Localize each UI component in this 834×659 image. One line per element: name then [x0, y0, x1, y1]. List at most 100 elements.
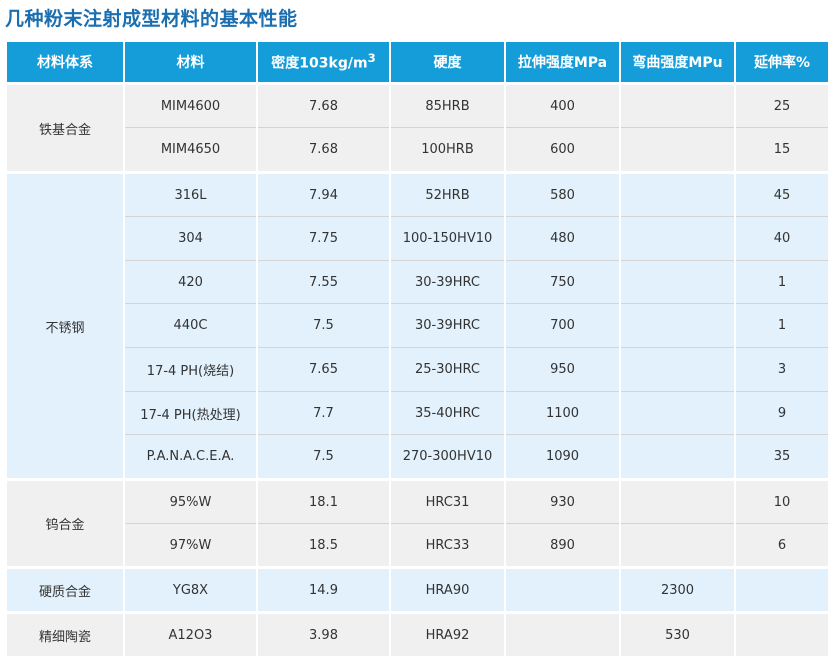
- elongation-cell: 1: [736, 304, 828, 348]
- header-tensile: 拉伸强度MPa: [506, 42, 619, 85]
- elongation-cell: 1: [736, 261, 828, 304]
- table-row: 420 7.55 30-39HRC 750 1: [7, 261, 828, 304]
- material-cell: 420: [125, 261, 256, 304]
- material-cell: 17-4 PH(热处理): [125, 392, 256, 435]
- tensile-cell: 400: [506, 85, 619, 128]
- group-name-cell: 不锈钢: [7, 174, 123, 481]
- bending-cell: 2300: [621, 569, 734, 614]
- header-density-sup: 3: [367, 51, 376, 66]
- material-cell: P.A.N.A.C.E.A.: [125, 435, 256, 481]
- table-row: 17-4 PH(烧结) 7.65 25-30HRC 950 3: [7, 348, 828, 392]
- elongation-cell: 10: [736, 481, 828, 524]
- bending-cell: [621, 304, 734, 348]
- table-row: P.A.N.A.C.E.A. 7.5 270-300HV10 1090 35: [7, 435, 828, 481]
- tensile-cell: 1100: [506, 392, 619, 435]
- density-cell: 7.7: [258, 392, 389, 435]
- material-cell: 316L: [125, 174, 256, 217]
- group-name-cell: 精细陶瓷: [7, 614, 123, 659]
- table-row: 钨合金 95%W 18.1 HRC31 930 10: [7, 481, 828, 569]
- tensile-cell: [506, 614, 619, 659]
- elongation-cell: 45: [736, 174, 828, 217]
- group-name-cell: 钨合金: [7, 481, 123, 569]
- material-cell: 97%W: [125, 524, 256, 569]
- bending-cell: [621, 481, 734, 524]
- elongation-cell: [736, 569, 828, 614]
- header-system: 材料体系: [7, 42, 123, 85]
- density-cell: 3.98: [258, 614, 389, 659]
- hardness-cell: HRC31: [391, 481, 504, 524]
- density-cell: 7.94: [258, 174, 389, 217]
- material-cell: 304: [125, 217, 256, 261]
- density-cell: 18.5: [258, 524, 389, 569]
- tensile-cell: 890: [506, 524, 619, 569]
- material-cell: MIM4600: [125, 85, 256, 128]
- hardness-cell: HRA92: [391, 614, 504, 659]
- table-row: 不锈钢 316L 7.94 52HRB 580 45: [7, 174, 828, 481]
- hardness-cell: HRA90: [391, 569, 504, 614]
- material-cell: 95%W: [125, 481, 256, 524]
- table-row: 440C 7.5 30-39HRC 700 1: [7, 304, 828, 348]
- header-material: 材料: [125, 42, 256, 85]
- elongation-cell: 15: [736, 128, 828, 174]
- bending-cell: [621, 435, 734, 481]
- table-row: MIM4650 7.68 100HRB 600 15: [7, 128, 828, 174]
- bending-cell: [621, 217, 734, 261]
- hardness-cell: 100HRB: [391, 128, 504, 174]
- elongation-cell: 6: [736, 524, 828, 569]
- bending-cell: [621, 261, 734, 304]
- header-hardness: 硬度: [391, 42, 504, 85]
- material-cell: A12O3: [125, 614, 256, 659]
- hardness-cell: HRC33: [391, 524, 504, 569]
- header-elongation: 延伸率%: [736, 42, 828, 85]
- materials-table: 材料体系 材料 密度103kg/m3 硬度 拉伸强度MPa 弯曲强度MPu 延伸…: [5, 42, 830, 659]
- density-cell: 7.5: [258, 435, 389, 481]
- hardness-cell: 270-300HV10: [391, 435, 504, 481]
- bending-cell: [621, 85, 734, 128]
- table-row: 硬质合金 YG8X 14.9 HRA90 2300: [7, 569, 828, 614]
- table-row: 304 7.75 100-150HV10 480 40: [7, 217, 828, 261]
- bending-cell: [621, 348, 734, 392]
- density-cell: 7.68: [258, 85, 389, 128]
- tensile-cell: 1090: [506, 435, 619, 481]
- header-bending: 弯曲强度MPu: [621, 42, 734, 85]
- table-row: 17-4 PH(热处理) 7.7 35-40HRC 1100 9: [7, 392, 828, 435]
- elongation-cell: 9: [736, 392, 828, 435]
- hardness-cell: 100-150HV10: [391, 217, 504, 261]
- density-cell: 7.68: [258, 128, 389, 174]
- tensile-cell: 700: [506, 304, 619, 348]
- tensile-cell: 930: [506, 481, 619, 524]
- group-name-cell: 铁基合金: [7, 85, 123, 174]
- density-cell: 14.9: [258, 569, 389, 614]
- elongation-cell: 35: [736, 435, 828, 481]
- bending-cell: 530: [621, 614, 734, 659]
- density-cell: 7.65: [258, 348, 389, 392]
- header-density-label: 密度103kg/m: [271, 55, 368, 72]
- table-row: 精细陶瓷 A12O3 3.98 HRA92 530: [7, 614, 828, 659]
- table-body: 铁基合金 MIM4600 7.68 85HRB 400 25 MIM4650 7.68 100H…: [7, 85, 828, 659]
- tensile-cell: 580: [506, 174, 619, 217]
- tensile-cell: [506, 569, 619, 614]
- tensile-cell: 600: [506, 128, 619, 174]
- density-cell: 7.55: [258, 261, 389, 304]
- hardness-cell: 30-39HRC: [391, 304, 504, 348]
- material-cell: 440C: [125, 304, 256, 348]
- tensile-cell: 950: [506, 348, 619, 392]
- material-cell: YG8X: [125, 569, 256, 614]
- elongation-cell: 40: [736, 217, 828, 261]
- density-cell: 18.1: [258, 481, 389, 524]
- bending-cell: [621, 392, 734, 435]
- table-row: 铁基合金 MIM4600 7.68 85HRB 400 25: [7, 85, 828, 174]
- bending-cell: [621, 174, 734, 217]
- hardness-cell: 25-30HRC: [391, 348, 504, 392]
- elongation-cell: 3: [736, 348, 828, 392]
- header-row: 材料体系 材料 密度103kg/m3 硬度 拉伸强度MPa 弯曲强度MPu 延伸…: [7, 42, 828, 85]
- header-density: 密度103kg/m3: [258, 42, 389, 85]
- elongation-cell: 25: [736, 85, 828, 128]
- hardness-cell: 35-40HRC: [391, 392, 504, 435]
- table-title: 几种粉末注射成型材料的基本性能: [5, 8, 298, 30]
- elongation-cell: [736, 614, 828, 659]
- hardness-cell: 30-39HRC: [391, 261, 504, 304]
- hardness-cell: 85HRB: [391, 85, 504, 128]
- bending-cell: [621, 524, 734, 569]
- group-name-cell: 硬质合金: [7, 569, 123, 614]
